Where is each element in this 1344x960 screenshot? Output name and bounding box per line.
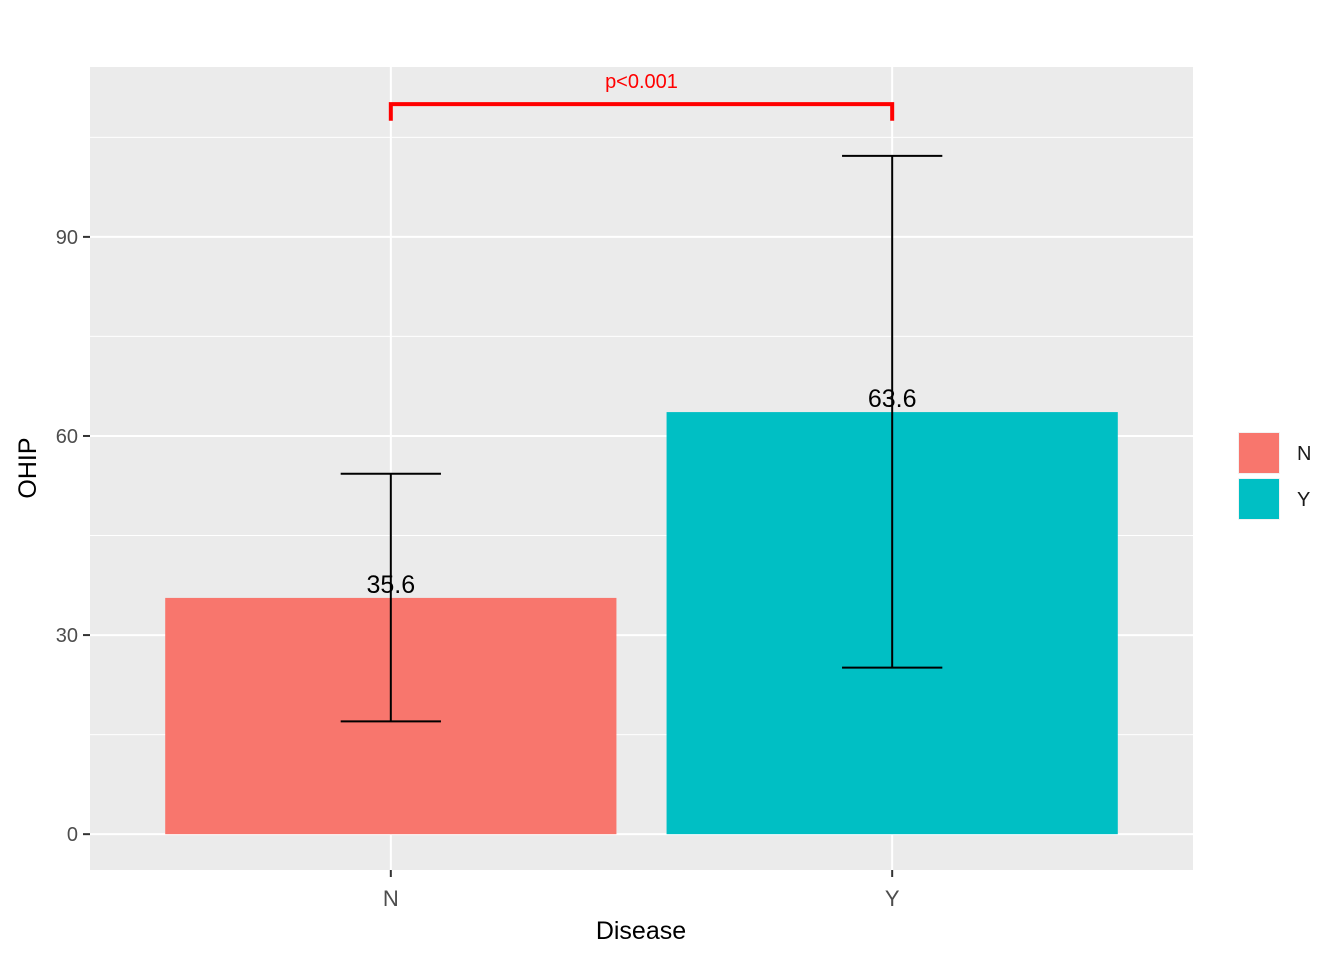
significance-label: p<0.001 [605,71,678,93]
x-tick-label: Y [885,886,900,911]
legend: NY [1238,432,1311,520]
error-bars [340,154,943,723]
x-tick-label: N [383,886,399,911]
legend-label-Y: Y [1297,489,1310,511]
legend-swatch-N [1239,433,1279,473]
y-axis-title: OHIP [14,437,42,498]
legend-label-N: N [1297,443,1311,465]
value-labels: 35.6 63.6 [366,385,916,599]
x-axis-title: Disease [596,917,686,945]
axes: 0 30 60 90 N Y [56,227,900,911]
significance-line [388,102,895,121]
y-tick-label: 0 [67,824,78,846]
y-tick-label: 30 [56,625,78,647]
significance-bracket: p<0.001 [388,71,895,121]
legend-swatch-Y [1239,479,1279,519]
y-tick-label: 60 [56,426,78,448]
y-tick-label: 90 [56,227,78,249]
value-label-N: 35.6 [366,571,415,599]
value-label-Y: 63.6 [868,385,917,413]
